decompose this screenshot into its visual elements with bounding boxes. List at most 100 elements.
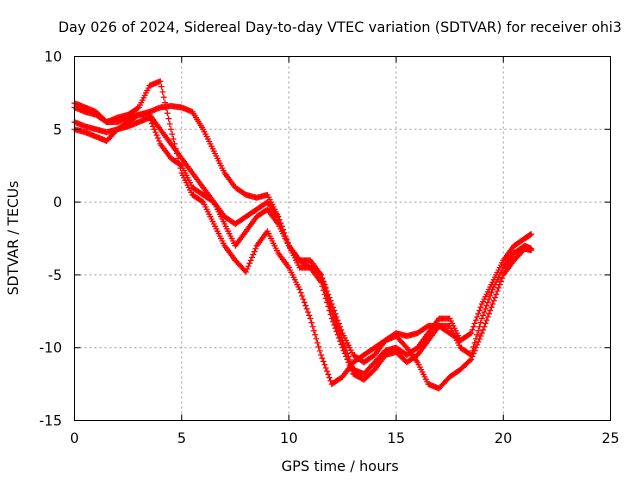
series-track-4 — [71, 78, 535, 392]
x-tick-label: 0 — [70, 431, 79, 447]
data-point — [482, 305, 489, 312]
data-point — [162, 99, 169, 106]
data-point — [209, 198, 216, 205]
x-tick-label: 25 — [602, 431, 620, 447]
data-point — [339, 344, 346, 351]
data-point — [314, 339, 321, 346]
data-point — [477, 304, 484, 311]
data-point — [487, 292, 494, 299]
series-track-3 — [71, 114, 535, 383]
grid-lines — [74, 56, 611, 421]
y-tick-label: 10 — [44, 50, 62, 66]
data-point — [309, 323, 316, 330]
data-point — [340, 347, 347, 354]
data-point — [306, 312, 313, 319]
x-tick-label: 20 — [494, 431, 512, 447]
data-point — [302, 302, 309, 309]
data-point — [318, 351, 325, 358]
data-point — [318, 271, 325, 278]
y-tick-label: -5 — [48, 268, 62, 284]
data-point — [146, 114, 153, 121]
data-point — [297, 289, 304, 296]
data-point — [134, 105, 141, 112]
data-point — [153, 132, 160, 139]
data-point — [176, 160, 183, 167]
data-point — [147, 117, 154, 124]
data-point — [250, 251, 257, 258]
data-point — [321, 361, 328, 368]
x-tick-label: 10 — [280, 431, 298, 447]
data-point — [334, 331, 341, 338]
data-point — [158, 83, 165, 90]
data-point — [248, 254, 255, 261]
x-tick-label: 5 — [177, 431, 186, 447]
series-track-2 — [71, 111, 535, 377]
data-point — [328, 315, 335, 322]
chart-title: Day 026 of 2024, Sidereal Day-to-day VTE… — [58, 20, 621, 36]
data-point — [198, 198, 205, 205]
data-point — [333, 328, 340, 335]
data-point — [472, 344, 479, 351]
data-point — [488, 304, 495, 311]
data-point — [468, 356, 475, 363]
data-point — [170, 136, 177, 143]
data-point — [166, 120, 173, 127]
x-axis-ticks: 0 5 10 15 20 25 — [70, 56, 620, 447]
data-point — [482, 320, 489, 327]
data-point — [299, 292, 306, 299]
data-marks — [71, 78, 535, 392]
data-point — [157, 78, 164, 85]
data-point — [337, 338, 344, 345]
data-point — [335, 334, 342, 341]
data-point — [316, 347, 323, 354]
data-point — [320, 287, 327, 294]
data-point — [466, 330, 473, 337]
data-point — [497, 278, 504, 285]
data-point — [331, 322, 338, 329]
data-point — [177, 165, 184, 172]
data-point — [308, 319, 315, 326]
data-point — [486, 296, 493, 303]
data-point — [471, 347, 478, 354]
data-point — [245, 263, 252, 270]
data-point — [338, 341, 345, 348]
y-axis-label: SDTVAR / TECUs — [6, 181, 22, 296]
data-point — [160, 94, 167, 101]
data-point — [151, 126, 158, 133]
data-point — [312, 331, 319, 338]
data-point — [310, 327, 317, 334]
y-tick-label: -10 — [39, 341, 62, 357]
data-point — [154, 135, 161, 142]
data-point — [251, 248, 258, 255]
data-point — [171, 140, 178, 147]
plot-frame — [74, 56, 611, 421]
data-point — [324, 299, 331, 306]
data-point — [474, 313, 481, 320]
data-point — [476, 307, 483, 314]
data-point — [307, 315, 314, 322]
x-tick-label: 15 — [387, 431, 405, 447]
data-point — [349, 367, 356, 374]
data-point — [496, 281, 503, 288]
data-point — [303, 305, 310, 312]
data-point — [173, 150, 180, 157]
data-point — [478, 330, 485, 337]
data-point — [487, 307, 494, 314]
data-point — [478, 315, 485, 322]
data-point — [329, 318, 336, 325]
data-point — [325, 303, 332, 310]
data-point — [470, 323, 477, 330]
data-point — [474, 341, 481, 348]
data-point — [321, 291, 328, 298]
data-point — [481, 323, 488, 330]
data-point — [246, 260, 253, 267]
data-point — [326, 374, 333, 381]
data-point — [488, 289, 495, 296]
data-point — [483, 317, 490, 324]
data-point — [167, 126, 174, 133]
data-point — [499, 275, 506, 282]
data-point — [486, 310, 493, 317]
data-point — [469, 326, 476, 333]
data-point — [300, 296, 307, 303]
